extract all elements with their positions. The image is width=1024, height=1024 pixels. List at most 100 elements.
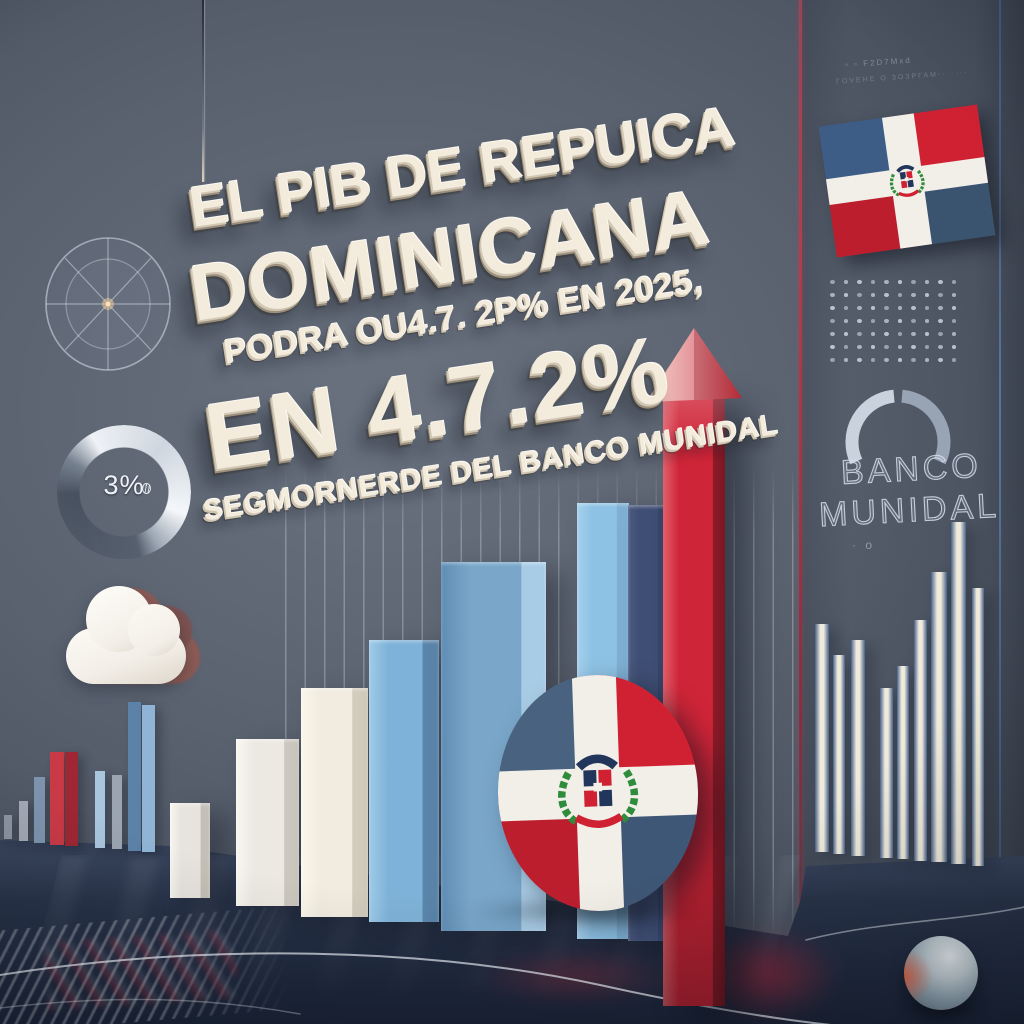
spark-chart-bar	[833, 655, 845, 854]
coat-of-arms-icon	[889, 165, 925, 197]
dot	[857, 358, 862, 362]
dot	[843, 358, 848, 362]
dot	[897, 332, 902, 336]
donut-chart	[57, 425, 191, 559]
dot	[897, 319, 902, 323]
coat-of-arms-icon	[558, 754, 639, 828]
dot	[830, 358, 835, 362]
spark-chart-bar	[897, 666, 909, 859]
dot	[911, 293, 916, 297]
dot	[843, 319, 848, 323]
dot	[938, 280, 943, 284]
spark-chart-bar	[815, 624, 829, 852]
dot	[843, 306, 848, 310]
dot	[870, 306, 875, 310]
dot	[884, 306, 889, 310]
mini-chart-bar	[128, 702, 141, 851]
radar-circle-icon	[45, 237, 171, 371]
dot	[897, 293, 902, 297]
mini-chart-bar	[95, 771, 105, 848]
dot	[870, 332, 875, 336]
dot	[830, 345, 835, 349]
dot	[924, 345, 929, 349]
mini-chart-bar	[4, 815, 12, 839]
dot	[911, 280, 916, 284]
dot	[938, 319, 943, 323]
dot	[911, 306, 916, 310]
dot	[830, 280, 835, 284]
dot	[884, 358, 889, 362]
dot	[924, 293, 929, 297]
dot	[870, 358, 875, 362]
dot	[924, 319, 929, 323]
dot	[843, 293, 848, 297]
dot	[857, 280, 862, 284]
dot	[830, 306, 835, 310]
dot-grid	[830, 280, 980, 372]
mini-chart-bar	[142, 705, 155, 852]
donut-small-glyph	[142, 483, 151, 494]
small-mark: · o	[852, 538, 876, 552]
dominican-flag-medallion	[493, 671, 703, 915]
dot	[857, 293, 862, 297]
dot	[951, 358, 956, 362]
dot	[951, 293, 956, 297]
dot	[897, 280, 902, 284]
dot	[924, 332, 929, 336]
dot	[843, 345, 848, 349]
dot	[857, 319, 862, 323]
chart-bar	[301, 688, 368, 917]
dot	[843, 280, 848, 284]
dot	[870, 293, 875, 297]
dot	[938, 293, 943, 297]
dot	[884, 345, 889, 349]
dot	[924, 306, 929, 310]
dot	[830, 319, 835, 323]
mini-chart-bar	[50, 752, 64, 845]
dot	[951, 332, 956, 336]
dot	[857, 306, 862, 310]
dot	[951, 280, 956, 284]
arrow-up-icon	[646, 328, 742, 402]
dot	[884, 293, 889, 297]
mini-chart-bar	[65, 752, 78, 846]
dot	[911, 345, 916, 349]
spark-chart-bar	[931, 572, 947, 862]
dot	[951, 306, 956, 310]
dot	[884, 280, 889, 284]
dot	[884, 332, 889, 336]
mini-chart-bar	[112, 775, 122, 849]
mini-chart-bar	[34, 777, 45, 843]
dot	[897, 345, 902, 349]
chart-bar	[236, 739, 299, 906]
dot	[830, 332, 835, 336]
dot	[924, 358, 929, 362]
sphere-decoration	[904, 936, 978, 1010]
spark-chart-bar	[880, 688, 893, 858]
dot	[951, 345, 956, 349]
dot	[830, 293, 835, 297]
dot	[938, 358, 943, 362]
dot	[870, 345, 875, 349]
red-pinstripe	[799, 0, 802, 1024]
dot	[857, 345, 862, 349]
dot	[938, 332, 943, 336]
spark-chart-bar	[914, 620, 927, 861]
dot	[911, 358, 916, 362]
dominican-flag	[818, 104, 996, 258]
dot	[938, 345, 943, 349]
spark-chart-bar	[951, 522, 966, 864]
dot	[843, 332, 848, 336]
dot	[897, 358, 902, 362]
dot	[911, 332, 916, 336]
mini-chart-bar	[19, 801, 28, 841]
spark-chart-bar	[851, 640, 865, 856]
cloud-icon	[56, 580, 226, 692]
dot	[870, 280, 875, 284]
dot	[951, 319, 956, 323]
hanging-line	[202, 0, 204, 182]
dot	[884, 319, 889, 323]
spark-chart-bar	[972, 588, 984, 866]
